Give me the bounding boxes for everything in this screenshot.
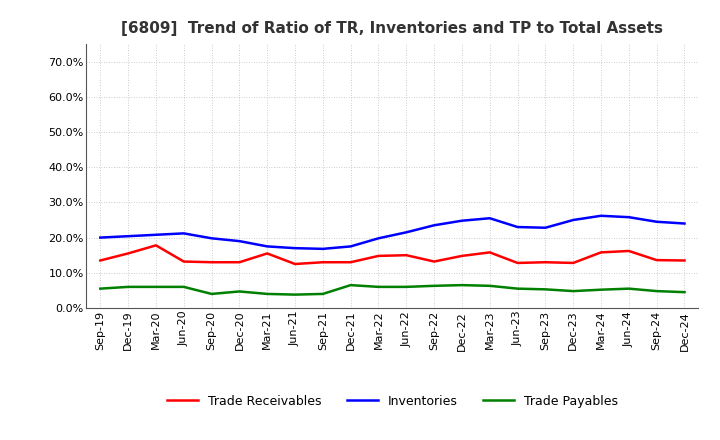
Inventories	[597, 213, 606, 218]
Trade Payables	[207, 291, 216, 297]
Trade Receivables	[207, 260, 216, 265]
Trade Receivables	[680, 258, 689, 263]
Trade Receivables	[152, 243, 161, 248]
Trade Receivables	[624, 248, 633, 253]
Trade Receivables	[235, 260, 243, 265]
Inventories	[318, 246, 327, 252]
Trade Payables	[235, 289, 243, 294]
Inventories	[207, 236, 216, 241]
Inventories	[430, 223, 438, 228]
Trade Receivables	[318, 260, 327, 265]
Inventories	[513, 224, 522, 230]
Line: Trade Payables: Trade Payables	[100, 285, 685, 295]
Trade Receivables	[179, 259, 188, 264]
Trade Receivables	[124, 251, 132, 256]
Inventories	[374, 236, 383, 241]
Trade Payables	[346, 282, 355, 288]
Trade Receivables	[96, 258, 104, 263]
Trade Receivables	[652, 257, 661, 263]
Inventories	[402, 230, 410, 235]
Trade Payables	[485, 283, 494, 289]
Trade Receivables	[485, 250, 494, 255]
Trade Payables	[402, 284, 410, 290]
Trade Payables	[374, 284, 383, 290]
Trade Payables	[652, 289, 661, 294]
Inventories	[96, 235, 104, 240]
Trade Payables	[458, 282, 467, 288]
Trade Payables	[263, 291, 271, 297]
Trade Receivables	[291, 261, 300, 267]
Trade Payables	[430, 283, 438, 289]
Inventories	[179, 231, 188, 236]
Inventories	[124, 234, 132, 239]
Trade Receivables	[458, 253, 467, 259]
Inventories	[291, 246, 300, 251]
Trade Receivables	[597, 250, 606, 255]
Inventories	[569, 217, 577, 223]
Inventories	[541, 225, 550, 231]
Trade Payables	[597, 287, 606, 292]
Inventories	[263, 244, 271, 249]
Trade Receivables	[430, 259, 438, 264]
Trade Receivables	[541, 260, 550, 265]
Trade Receivables	[263, 251, 271, 256]
Trade Payables	[291, 292, 300, 297]
Trade Payables	[624, 286, 633, 291]
Trade Receivables	[346, 260, 355, 265]
Inventories	[152, 232, 161, 238]
Trade Receivables	[569, 260, 577, 266]
Legend: Trade Receivables, Inventories, Trade Payables: Trade Receivables, Inventories, Trade Pa…	[162, 390, 623, 413]
Line: Inventories: Inventories	[100, 216, 685, 249]
Trade Payables	[513, 286, 522, 291]
Title: [6809]  Trend of Ratio of TR, Inventories and TP to Total Assets: [6809] Trend of Ratio of TR, Inventories…	[122, 21, 663, 36]
Trade Payables	[680, 290, 689, 295]
Line: Trade Receivables: Trade Receivables	[100, 246, 685, 264]
Inventories	[346, 244, 355, 249]
Inventories	[652, 219, 661, 224]
Inventories	[485, 216, 494, 221]
Trade Payables	[179, 284, 188, 290]
Trade Payables	[569, 289, 577, 294]
Trade Receivables	[513, 260, 522, 266]
Trade Payables	[541, 287, 550, 292]
Inventories	[235, 238, 243, 244]
Trade Payables	[124, 284, 132, 290]
Inventories	[624, 215, 633, 220]
Trade Payables	[152, 284, 161, 290]
Inventories	[458, 218, 467, 224]
Trade Payables	[318, 291, 327, 297]
Inventories	[680, 221, 689, 226]
Trade Payables	[96, 286, 104, 291]
Trade Receivables	[402, 253, 410, 258]
Trade Receivables	[374, 253, 383, 259]
